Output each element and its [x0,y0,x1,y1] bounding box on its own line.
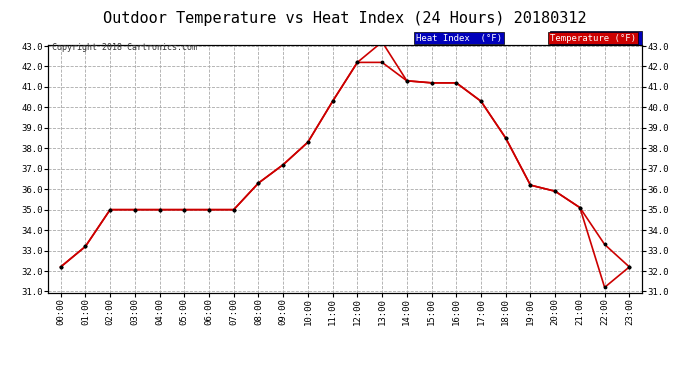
Text: Outdoor Temperature vs Heat Index (24 Hours) 20180312: Outdoor Temperature vs Heat Index (24 Ho… [104,11,586,26]
Text: Heat Index  (°F): Heat Index (°F) [416,33,502,42]
Text: Temperature (°F): Temperature (°F) [550,33,635,42]
Text: Copyright 2018 Cartronics.com: Copyright 2018 Cartronics.com [52,43,197,52]
Text: Heat Index  (°F): Heat Index (°F) [553,33,639,42]
